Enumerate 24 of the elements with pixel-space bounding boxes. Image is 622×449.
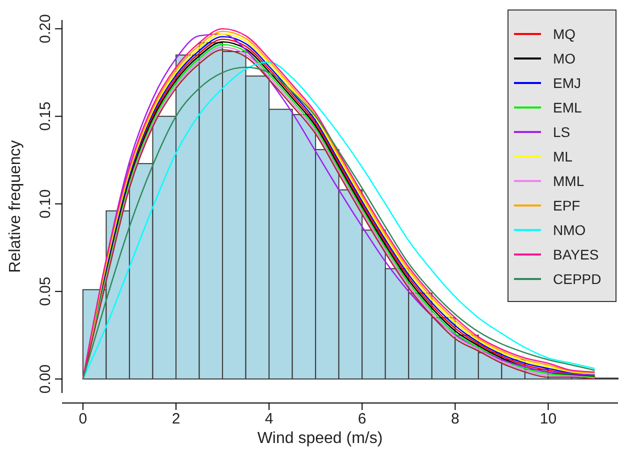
y-tick-label: 0.20	[37, 14, 54, 44]
legend-label: EML	[553, 99, 582, 116]
legend-label: EPF	[553, 197, 580, 214]
x-tick-label: 8	[450, 410, 460, 428]
y-tick-label: 0.05	[37, 276, 54, 306]
legend-label: NMO	[553, 222, 586, 238]
legend-label: MML	[553, 172, 584, 189]
x-axis-title: Wind speed (m/s)	[257, 430, 383, 447]
y-axis-title: Relative frequency	[7, 140, 24, 273]
legend-label: CEPPD	[553, 270, 602, 287]
y-tick-label: 0.10	[37, 189, 54, 218]
legend-label: MO	[553, 50, 576, 66]
x-tick-label: 2	[172, 410, 180, 428]
y-tick-label: 0.15	[37, 102, 54, 131]
legend-label: LS	[553, 124, 570, 140]
x-tick-label: 10	[540, 410, 557, 428]
x-tick-label: 0	[78, 410, 88, 428]
y-tick-label: 0.00	[37, 364, 54, 394]
legend-label: EMJ	[553, 74, 581, 91]
legend-label: MQ	[553, 26, 576, 42]
legend-label: BAYES	[553, 246, 599, 262]
x-tick-label: 4	[264, 410, 274, 428]
legend-label: ML	[553, 148, 573, 164]
x-tick-label: 6	[358, 410, 366, 428]
